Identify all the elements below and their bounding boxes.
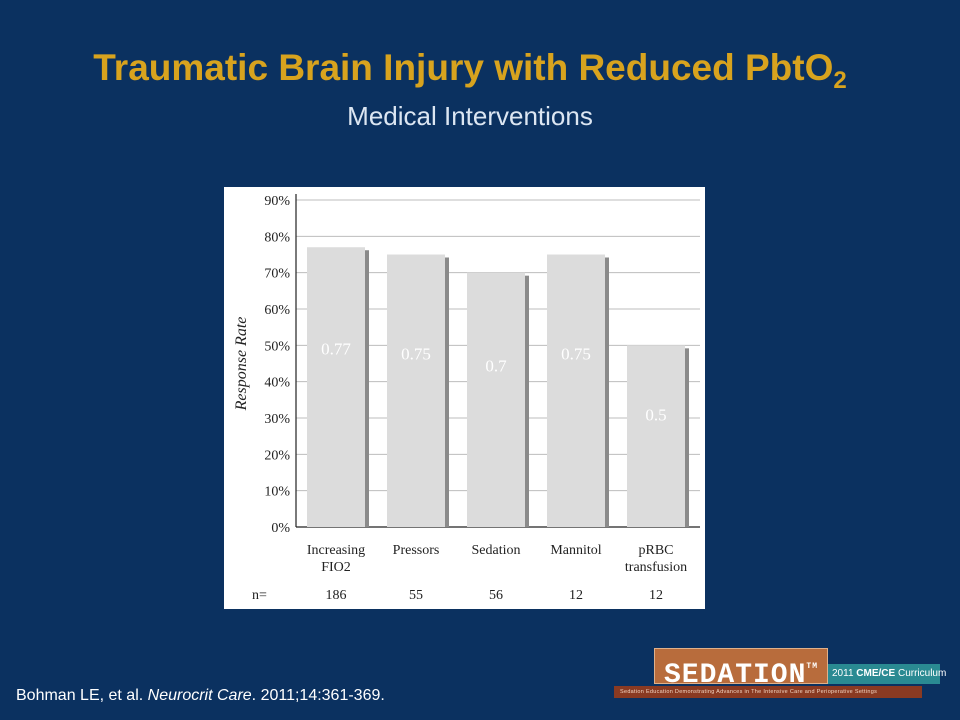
citation: Bohman LE, et al. Neurocrit Care. 2011;1… [16, 686, 385, 706]
sedation-brand-text: SEDATION [663, 660, 807, 691]
y-axis-label: Response Rate [233, 317, 250, 412]
bar [467, 272, 525, 527]
citation-author: Bohman LE, et al. [16, 687, 148, 704]
response-rate-bar-chart: 0% 10% 20% 30% 40% 50% 60% 70% 80% 90% Response Ra… [233, 194, 700, 603]
bar [547, 254, 605, 527]
curriculum-badge: 2011 CME/CE Curriculum [828, 664, 946, 684]
sedation-logo: SEDATIONTM 2011 CME/CE Curriculum Sedati… [614, 648, 946, 704]
n-value: 55 [409, 588, 423, 603]
y-tick-label: 0% [271, 521, 290, 536]
slide-subtitle: Medical Interventions [347, 101, 593, 131]
bar-value-label: 0.77 [321, 340, 351, 359]
slide-title-subscript: 2 [833, 67, 847, 94]
category-label: Sedation [472, 543, 521, 558]
y-tick-label: 60% [264, 303, 290, 318]
y-tick-label: 40% [264, 376, 290, 391]
sedation-brand: SEDATIONTM [654, 648, 828, 691]
curriculum-year: 2011 [832, 668, 854, 679]
curriculum-cme: CME/CE [856, 668, 896, 679]
category-label: Pressors [393, 543, 440, 558]
y-tick-label: 90% [264, 194, 290, 209]
bar-value-label: 0.75 [561, 344, 591, 363]
citation-details: . 2011;14:361-369. [251, 687, 385, 704]
y-tick-label: 10% [264, 485, 290, 500]
y-tick-label: 50% [264, 339, 290, 354]
bar-value-label: 0.75 [401, 344, 431, 363]
trademark-mark: TM [806, 662, 819, 671]
category-label: FIO2 [321, 560, 351, 575]
category-label: Increasing [307, 543, 365, 558]
n-label: n= [252, 588, 267, 603]
y-tick-label: 80% [264, 230, 290, 245]
bar-value-label: 0.5 [645, 405, 666, 424]
citation-journal: Neurocrit Care [147, 687, 252, 704]
chart-panel: 0% 10% 20% 30% 40% 50% 60% 70% 80% 90% Response Ra… [224, 187, 705, 609]
n-value: 12 [649, 588, 663, 603]
bar [627, 345, 685, 527]
slide-title-text: Traumatic Brain Injury with Reduced PbtO [93, 47, 834, 88]
y-tick-label: 30% [264, 412, 290, 427]
n-value: 56 [489, 588, 503, 603]
y-tick-label: 70% [264, 267, 290, 282]
curriculum-label: Curriculum [897, 668, 947, 679]
n-value: 186 [326, 588, 347, 603]
bar [387, 254, 445, 527]
bar [307, 247, 365, 527]
category-label: transfusion [625, 560, 687, 575]
category-label: Mannitol [550, 543, 601, 558]
sedation-tagline: Sedation Education Demonstrating Advance… [614, 686, 922, 698]
y-tick-label: 20% [264, 448, 290, 463]
category-label: pRBC [638, 543, 673, 558]
n-value: 12 [569, 588, 583, 603]
bar-value-label: 0.7 [485, 357, 507, 376]
slide-title: Traumatic Brain Injury with Reduced PbtO… [0, 46, 940, 93]
